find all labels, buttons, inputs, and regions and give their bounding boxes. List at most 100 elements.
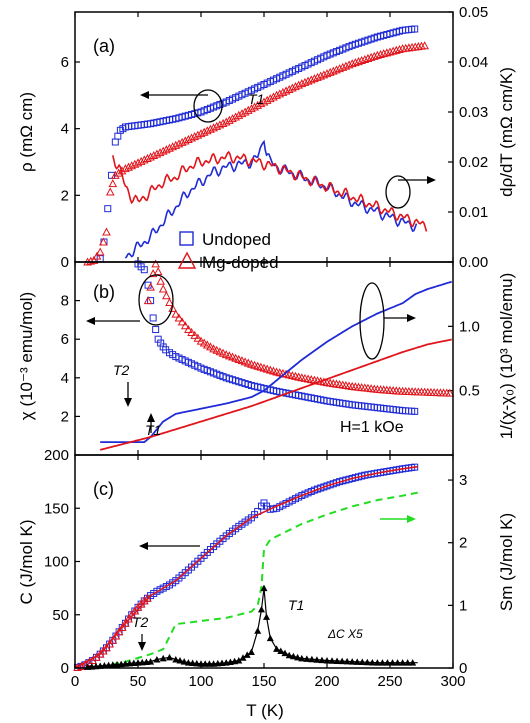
dc-point [285,651,293,659]
panel-frame [74,454,454,669]
data-point-triangle [146,282,155,291]
data-point-triangle [395,44,404,53]
series-rho [96,25,419,263]
right-ytick-label: 0 [459,660,467,677]
annotation-b-field: H=1 kOe [340,419,404,436]
annotation-b-t2: T2 [113,362,130,378]
dc-point [353,658,361,665]
text-layer: (a) (b) (c) ρ (mΩ cm) dρ/dT (mΩ cm/K) χ … [17,36,516,720]
data-point-triangle [363,53,373,62]
right-ytick-label: 2 [459,535,467,552]
dc-point [343,657,351,665]
dc-point [328,657,336,664]
dc-point [358,658,366,666]
annotation-shapes [86,89,436,651]
data-point-square [152,326,160,334]
data-point-triangle [228,114,237,123]
data-point-triangle [288,83,297,92]
data-point-triangle [165,297,174,307]
panel-b: 2 4 6 8 0.5 1.0 [61,259,480,456]
data-point-triangle [294,80,303,89]
dc-point [247,648,255,656]
data-point-triangle [158,146,168,155]
data-point-triangle [373,50,382,59]
xtick-label: 250 [377,673,402,690]
data-point-triangle [156,276,166,285]
data-point-triangle [344,60,354,69]
series-entropy [100,491,418,668]
arrow-head [407,515,416,523]
right-ytick-label: 3 [459,472,467,489]
dc-point [399,659,407,666]
right-ytick-label: 1 [459,597,467,614]
data-point-triangle [108,179,118,188]
dc-point [289,652,297,660]
data-point-triangle [114,627,124,636]
panel-b-left-ylabel: χ (10⁻³ emu/mol) [17,292,36,420]
dc-point [294,653,302,661]
data-point-square [104,205,112,213]
data-point-triangle [445,388,455,397]
fit-line [74,465,418,669]
data-point-triangle [133,158,143,167]
data-point-triangle [206,124,215,133]
data-point-triangle [347,59,357,68]
arrow-head [147,413,155,422]
data-point-triangle [243,105,253,114]
annotation-b-t1: T1 [145,422,161,438]
data-point-square [411,407,419,415]
data-point-triangle [105,187,115,196]
data-line [100,280,452,444]
series-chi [134,260,419,415]
dc-point [184,659,192,666]
left-ytick-label: 100 [44,554,69,571]
data-point-triangle [360,54,370,63]
data-point-triangle [218,118,228,127]
data-point-triangle [291,82,300,91]
dc-point [298,654,306,662]
series-rho [83,41,429,266]
data-point-triangle [206,342,215,351]
data-point-square [140,266,148,274]
dc-point [409,659,417,666]
data-point-triangle [269,92,278,101]
legend-marker-undoped [179,231,194,246]
data-point-triangle [272,90,281,99]
data-point-triangle [143,296,153,305]
dc-point [338,657,346,665]
data-point-triangle [121,618,130,627]
data-point-triangle [86,256,96,265]
data-point-triangle [310,74,319,83]
left-ytick-label: 4 [61,121,69,138]
data-point-triangle [357,55,366,65]
data-point-triangle [300,77,310,86]
panel-a-left-ylabel: ρ (mΩ cm) [17,92,36,172]
data-point-triangle [231,112,240,121]
data-point-triangle [202,340,212,349]
dc-point [313,656,321,663]
xtick-label: 100 [188,673,213,690]
data-point-triangle [325,67,335,76]
data-point-square [114,132,122,140]
data-point-triangle [153,267,163,276]
annotation-c-dc: ΔC X5 [327,627,363,641]
dc-point [159,654,167,662]
data-point-triangle [234,110,244,119]
dc-point [172,655,180,663]
arrow-head [427,176,436,184]
data-point-triangle [130,159,140,168]
data-point-triangle [376,49,385,58]
data-line [112,150,428,232]
panel-a: 0 2 4 6 0.00 0.01 0.02 0.03 0.04 0.05 [61,4,489,271]
left-ytick-label: 150 [44,500,69,517]
data-point-triangle [92,251,102,260]
data-point-triangle [275,89,285,98]
series-c_fit [74,465,418,669]
data-point-triangle [174,139,184,148]
data-point-triangle [278,87,288,96]
data-point-triangle [165,143,174,152]
annotation-c-t2: T2 [132,614,149,630]
data-point-triangle [303,76,313,85]
dc-point [323,657,331,664]
annotation-c-t1: T1 [288,597,304,613]
